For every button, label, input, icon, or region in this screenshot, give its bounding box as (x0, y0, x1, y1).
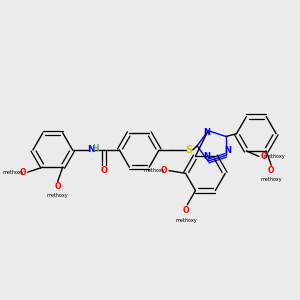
Text: methoxy: methoxy (47, 193, 68, 198)
Text: S: S (186, 145, 193, 155)
Text: O: O (161, 166, 167, 175)
Text: O: O (55, 182, 61, 191)
Text: O: O (268, 166, 274, 175)
Text: N: N (203, 128, 210, 136)
Text: methoxy: methoxy (175, 218, 196, 223)
Text: methoxy: methoxy (260, 177, 282, 182)
Text: H: H (92, 144, 99, 153)
Text: N: N (224, 146, 231, 155)
Text: methoxy: methoxy (3, 169, 24, 175)
Text: methoxy: methoxy (263, 154, 285, 159)
Text: O: O (260, 152, 267, 161)
Text: N: N (88, 146, 95, 154)
Text: N: N (203, 152, 210, 160)
Text: O: O (183, 206, 189, 215)
Text: methoxy: methoxy (143, 168, 165, 173)
Text: O: O (101, 166, 108, 175)
Text: O: O (20, 168, 26, 177)
